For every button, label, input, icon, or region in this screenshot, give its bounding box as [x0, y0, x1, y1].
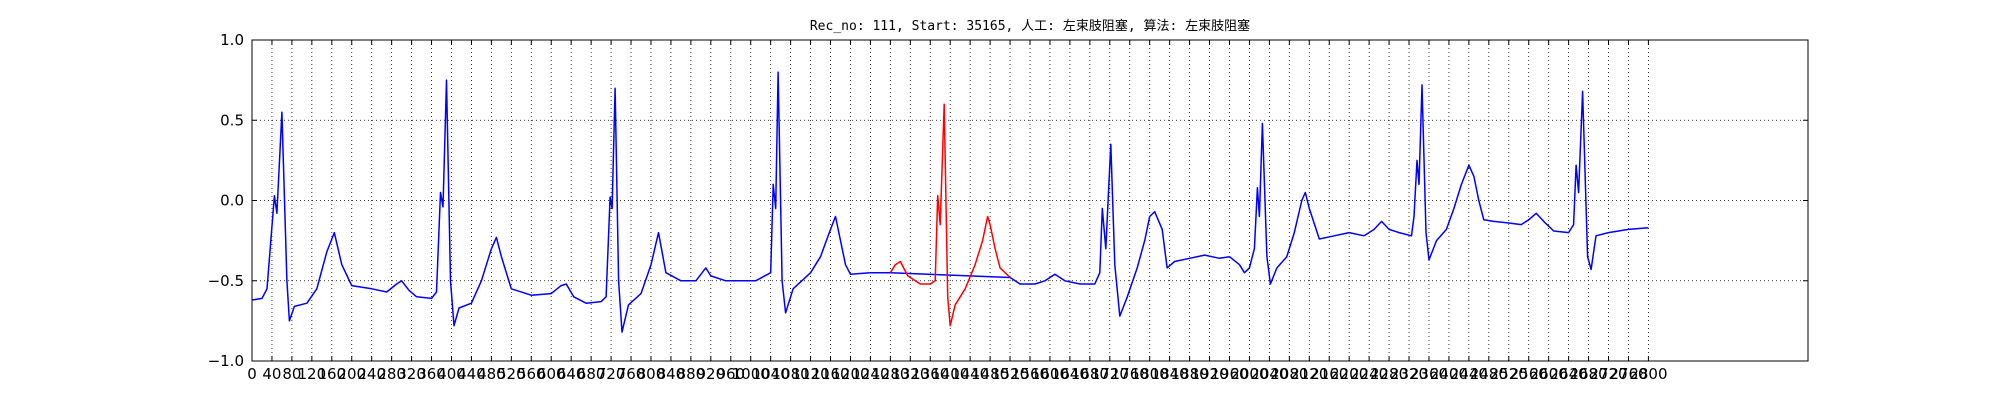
x-tick-label: 40 — [262, 365, 281, 383]
x-tick-label: 640 — [557, 365, 586, 383]
x-tick-label: 320 — [397, 365, 426, 383]
x-tick-label: 1160 — [811, 365, 849, 383]
x-tick-label: 1240 — [851, 365, 889, 383]
x-tick-label: 2480 — [1470, 365, 1508, 383]
x-axis-ticks: 0 40 8012016020024028032036040044048052056… — [247, 40, 1668, 383]
x-tick-label: 920 — [697, 365, 726, 383]
x-tick-label: 2120 — [1290, 365, 1328, 383]
x-tick-label: 1640 — [1051, 365, 1089, 383]
x-tick-label: 1360 — [911, 365, 949, 383]
x-tick-label: 880 — [677, 365, 706, 383]
x-tick-label: 520 — [497, 365, 526, 383]
y-tick-label: −1.0 — [208, 352, 244, 370]
x-tick-label: 1760 — [1111, 365, 1149, 383]
x-tick-label: 800 — [637, 365, 666, 383]
x-tick-label: 1960 — [1210, 365, 1248, 383]
x-tick-label: 480 — [477, 365, 506, 383]
x-tick-label: 2160 — [1310, 365, 1348, 383]
x-tick-label: 1600 — [1031, 365, 1069, 383]
x-tick-label: 1480 — [971, 365, 1009, 383]
x-tick-label: 2800 — [1629, 365, 1667, 383]
chart-title: Rec_no: 111, Start: 35165, 人工: 左束肢阻塞, 算法… — [810, 18, 1250, 34]
x-tick-label: 1320 — [891, 365, 929, 383]
x-tick-label: 2520 — [1490, 365, 1528, 383]
x-tick-label: 1560 — [1011, 365, 1049, 383]
x-tick-label: 960 — [716, 365, 745, 383]
x-tick-label: 400 — [437, 365, 466, 383]
x-tick-label: 2040 — [1250, 365, 1288, 383]
x-tick-label: 2200 — [1330, 365, 1368, 383]
ecg-series — [251, 71, 1649, 333]
ecg-series-line-2 — [889, 103, 1011, 327]
x-tick-label: 2680 — [1569, 365, 1607, 383]
x-tick-label: 1840 — [1151, 365, 1189, 383]
y-tick-label: 0.0 — [220, 192, 244, 210]
x-tick-label: 200 — [337, 365, 366, 383]
x-tick-label: 440 — [457, 365, 486, 383]
x-tick-label: 600 — [537, 365, 566, 383]
x-tick-label: 160 — [317, 365, 346, 383]
x-tick-label: 760 — [617, 365, 646, 383]
x-tick-label: 2080 — [1270, 365, 1308, 383]
grid-lines — [251, 39, 1808, 362]
x-tick-label: 1720 — [1091, 365, 1129, 383]
x-tick-label: 360 — [417, 365, 446, 383]
x-tick-label: 240 — [357, 365, 386, 383]
x-tick-label: 720 — [597, 365, 626, 383]
x-tick-label: 1800 — [1131, 365, 1169, 383]
x-tick-label: 1520 — [991, 365, 1029, 383]
y-tick-label: 1.0 — [220, 31, 244, 49]
x-tick-label: 1920 — [1190, 365, 1228, 383]
x-tick-label: 1880 — [1170, 365, 1208, 383]
x-tick-label: 560 — [517, 365, 546, 383]
x-tick-label: 280 — [377, 365, 406, 383]
x-tick-label: 1120 — [791, 365, 829, 383]
y-axis-ticks: 1.0 0.5 0.0 −0.5 −1.0 — [208, 31, 1808, 370]
x-tick-label: 840 — [657, 365, 686, 383]
y-tick-label: 0.5 — [220, 111, 244, 129]
x-tick-label: 2560 — [1510, 365, 1548, 383]
x-tick-label: 2640 — [1550, 365, 1588, 383]
y-tick-label: −0.5 — [208, 272, 244, 290]
x-tick-label: 120 — [298, 365, 327, 383]
x-tick-label: 2000 — [1230, 365, 1268, 383]
x-tick-label: 2320 — [1390, 365, 1428, 383]
x-tick-label: 2440 — [1450, 365, 1488, 383]
ecg-series-line-1 — [251, 71, 1649, 333]
x-tick-label: 80 — [282, 365, 301, 383]
x-tick-label: 1680 — [1071, 365, 1109, 383]
x-tick-label: 1440 — [951, 365, 989, 383]
x-tick-label: 1040 — [752, 365, 790, 383]
x-tick-label: 1000 — [732, 365, 770, 383]
x-tick-label: 2280 — [1370, 365, 1408, 383]
x-tick-label: 0 — [247, 365, 257, 383]
x-tick-label: 2360 — [1410, 365, 1448, 383]
x-tick-label: 1280 — [871, 365, 909, 383]
x-tick-label: 680 — [577, 365, 606, 383]
x-tick-label: 2720 — [1589, 365, 1627, 383]
x-tick-label: 2760 — [1609, 365, 1647, 383]
x-tick-label: 2400 — [1430, 365, 1468, 383]
x-tick-label: 1080 — [772, 365, 810, 383]
x-tick-label: 2600 — [1530, 365, 1568, 383]
x-tick-label: 1200 — [831, 365, 869, 383]
x-tick-label: 1400 — [931, 365, 969, 383]
x-tick-label: 2240 — [1350, 365, 1388, 383]
